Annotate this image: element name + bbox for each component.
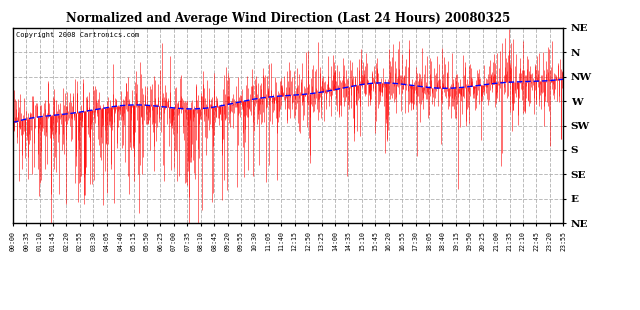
Text: Copyright 2008 Cartronics.com: Copyright 2008 Cartronics.com [15, 32, 139, 38]
Title: Normalized and Average Wind Direction (Last 24 Hours) 20080325: Normalized and Average Wind Direction (L… [66, 12, 510, 25]
